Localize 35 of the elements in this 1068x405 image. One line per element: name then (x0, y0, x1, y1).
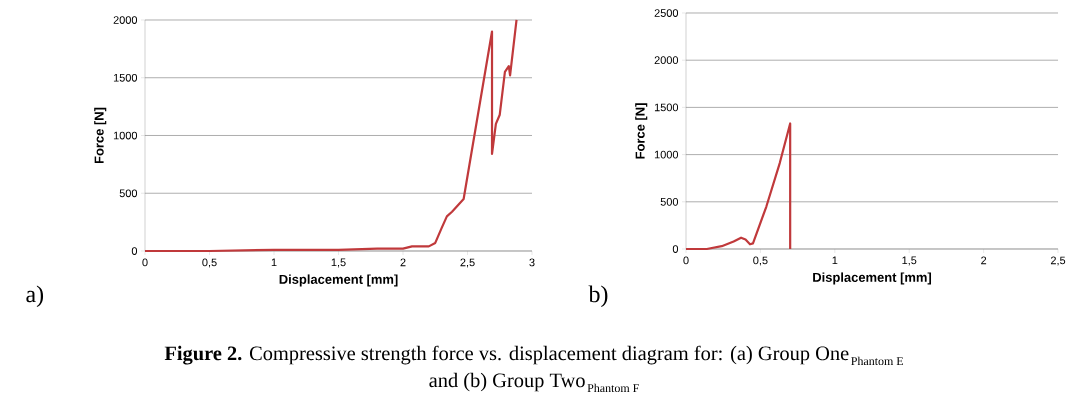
x-tick-label: 1 (271, 258, 277, 267)
x-tick-label: 1,5 (331, 258, 346, 268)
text: Phantom F (587, 383, 639, 393)
x-tick-label: 0 (142, 258, 148, 267)
x-tick-label: 2,5 (1050, 256, 1066, 266)
y-tick-label: 2000 (113, 16, 138, 24)
y-tick-label: 0 (672, 245, 679, 253)
x-axis-title: Displacement [mm] (279, 274, 398, 287)
text: a) (26, 285, 44, 308)
y-tick-label: 0 (131, 247, 138, 255)
x-axis-title: Displacement [mm] (813, 272, 932, 285)
x-tick-label: 0,5 (753, 256, 768, 266)
text: Phantom E (851, 356, 904, 366)
x-tick-label: 1,5 (902, 256, 917, 266)
y-tick-label: 1500 (113, 73, 138, 82)
y-tick-label: 500 (660, 197, 679, 206)
y-tick-label: 1000 (113, 131, 138, 140)
x-tick-label: 2 (981, 256, 987, 265)
text: b) (588, 285, 608, 308)
x-tick-label: 3 (529, 258, 535, 267)
y-tick-label: 500 (119, 189, 138, 198)
x-tick-label: 1 (832, 256, 838, 265)
text: and (b) Group Two (429, 372, 585, 392)
x-tick-label: 2 (400, 258, 406, 267)
x-tick-label: 0 (683, 256, 689, 265)
y-axis-title: Force [N] (94, 107, 107, 164)
y-tick-label: 2500 (654, 9, 679, 17)
x-tick-label: 2,5 (460, 258, 475, 268)
y-tick-label: 2000 (654, 56, 679, 65)
x-tick-label: 0,5 (202, 258, 217, 268)
y-tick-label: 1500 (654, 103, 679, 112)
y-tick-label: 1000 (654, 150, 679, 159)
line-series (684, 122, 792, 251)
y-axis-title: Force [N] (635, 103, 648, 159)
text: Figure 2. Compressive strength force vs. displacement diagram for: (a) Group One (164, 345, 849, 365)
